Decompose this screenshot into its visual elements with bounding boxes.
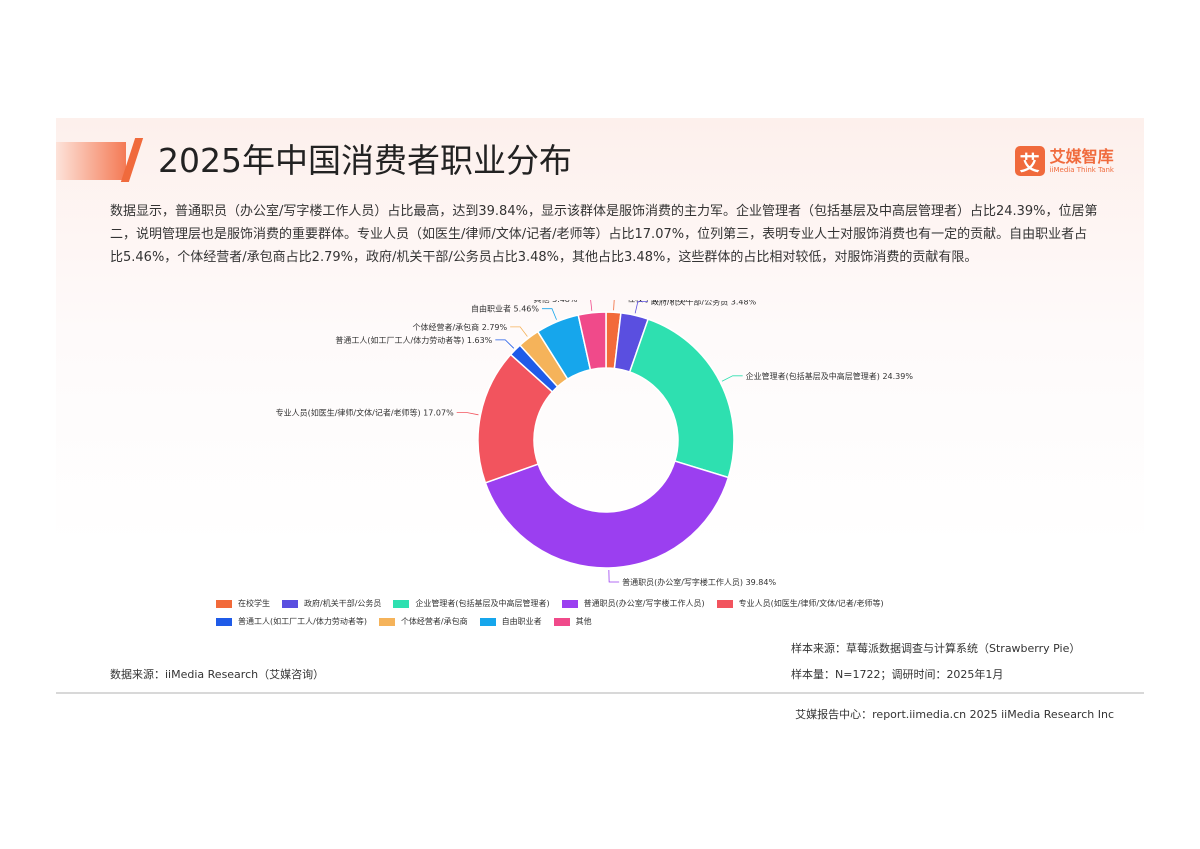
legend-label: 专业人员(如医生/律师/文体/记者/老师等) bbox=[738, 599, 884, 608]
slice-data-label: 其他 3.48% bbox=[534, 300, 578, 304]
report-center: 艾媒报告中心：report.iimedia.cn 2025 iiMedia Re… bbox=[795, 708, 1114, 721]
logo-mark-icon: 艾 bbox=[1014, 146, 1045, 176]
legend-item: 在校学生 bbox=[216, 598, 270, 609]
description-paragraph: 数据显示，普通职员（办公室/写字楼工作人员）占比最高，达到39.84%，显示该群… bbox=[110, 204, 1098, 265]
label-leader-line bbox=[634, 301, 648, 314]
legend-swatch bbox=[282, 599, 298, 608]
legend-item: 自由职业者 bbox=[479, 616, 542, 627]
slice-data-label: 专业人员(如医生/律师/文体/记者/老师等) 17.07% bbox=[276, 407, 454, 417]
sample-source: 样本来源：草莓派数据调查与计算系统（Strawberry Pie） bbox=[791, 642, 1081, 655]
legend-label: 个体经营者/承包商 bbox=[400, 617, 468, 626]
legend-item: 企业管理者(包括基层及中高层管理者) bbox=[393, 598, 550, 609]
legend-label: 普通职员(办公室/写字楼工作人员) bbox=[583, 599, 705, 608]
footer-divider bbox=[56, 692, 1144, 694]
label-leader-line bbox=[613, 300, 615, 311]
logo-en: iiMedia Think Tank bbox=[1049, 165, 1114, 174]
legend-item: 政府/机关干部/公务员 bbox=[282, 598, 381, 609]
legend-swatch bbox=[553, 617, 570, 626]
slice-data-label: 普通职员(办公室/写字楼工作人员) 39.84% bbox=[622, 577, 776, 587]
page-title: 2025年中国消费者职业分布 bbox=[158, 141, 572, 180]
iimedia-logo: 艾 艾媒智库 iiMedia Think Tank bbox=[1014, 146, 1114, 176]
logo-text: 艾媒智库 iiMedia Think Tank bbox=[1049, 146, 1114, 175]
legend-swatch bbox=[378, 617, 395, 626]
label-leader-line bbox=[541, 308, 557, 320]
sample-size: 样本量：N=1722；调研时间：2025年1月 bbox=[791, 668, 1004, 681]
legend-item: 个体经营者/承包商 bbox=[378, 616, 468, 627]
legend-item: 普通职员(办公室/写字楼工作人员) bbox=[561, 598, 705, 609]
legend-item: 专业人员(如医生/律师/文体/记者/老师等) bbox=[716, 598, 884, 609]
label-leader-line bbox=[721, 375, 743, 382]
donut-slice bbox=[484, 460, 730, 569]
legend-label: 企业管理者(包括基层及中高层管理者) bbox=[415, 599, 550, 608]
legend-label: 自由职业者 bbox=[501, 617, 542, 626]
legend-swatch bbox=[216, 599, 232, 608]
data-source: 数据来源：iiMedia Research（艾媒咨询） bbox=[110, 668, 325, 681]
slice-data-label: 普通工人(如工厂工人/体力劳动者等) 1.63% bbox=[335, 335, 492, 345]
logo-cn: 艾媒智库 bbox=[1049, 146, 1114, 166]
legend-label: 其他 bbox=[575, 617, 592, 626]
slice-data-label: 企业管理者(包括基层及中高层管理者) 24.39% bbox=[746, 371, 914, 381]
legend-item: 其他 bbox=[553, 616, 592, 627]
legend-swatch bbox=[716, 599, 733, 608]
donut-chart: 在校学生 1.86%政府/机关干部/公务员 3.48% 企业管理者(包括基层及中高… bbox=[276, 300, 914, 587]
report-slide: 2025年中国消费者职业分布 艾 艾媒智库 iiMedia Think Tank… bbox=[56, 118, 1144, 730]
label-leader-line bbox=[456, 412, 479, 416]
slice-data-label: 在校学生 1.86% bbox=[627, 300, 687, 303]
label-leader-line bbox=[495, 339, 515, 349]
donut-slice bbox=[628, 318, 735, 479]
legend-swatch bbox=[216, 617, 232, 626]
legend-item: 普通工人(如工厂工人/体力劳动者等) bbox=[216, 616, 367, 627]
legend-label: 政府/机关干部/公务员 bbox=[304, 599, 382, 608]
legend-label: 在校学生 bbox=[238, 599, 270, 608]
legend-swatch bbox=[561, 599, 578, 608]
slice-data-label: 个体经营者/承包商 2.79% bbox=[412, 322, 507, 332]
legend-swatch bbox=[479, 617, 496, 626]
legend-swatch bbox=[393, 599, 410, 608]
slice-data-label: 自由职业者 5.46% bbox=[471, 304, 539, 314]
title-accent-bar bbox=[56, 142, 126, 180]
label-leader-line bbox=[510, 326, 528, 337]
donut-slice bbox=[577, 311, 607, 371]
slice-data-label: 政府/机关干部/公务员 3.48% bbox=[651, 300, 757, 307]
chart-legend: 在校学生 政府/机关干部/公务员 企业管理者(包括基层及中高层管理者) 普通职员(办公… bbox=[216, 598, 1016, 627]
legend-label: 普通工人(如工厂工人/体力劳动者等) bbox=[238, 617, 367, 626]
label-leader-line bbox=[590, 300, 593, 311]
label-leader-line bbox=[608, 569, 620, 583]
